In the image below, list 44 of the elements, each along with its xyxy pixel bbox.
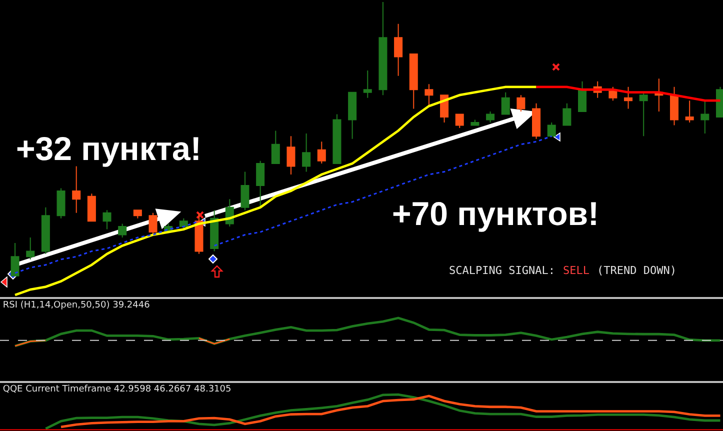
candlestick: [455, 114, 464, 128]
candlestick: [286, 136, 296, 176]
annotation: SCALPING SIGNAL:: [449, 264, 555, 277]
chart-title: RSI (H1,14,Open,50,50) 39.2446: [2, 300, 150, 310]
candlestick: [409, 54, 418, 110]
candlestick: [87, 193, 96, 222]
chart-title: QQE Current Timeframe 42.9598 46.2667 48.3105: [2, 384, 232, 394]
annotation: SELL: [563, 264, 590, 277]
annotation: (TREND DOWN): [597, 264, 676, 277]
candlestick: [501, 92, 510, 115]
candlestick: [578, 80, 587, 112]
candlestick: [317, 141, 326, 164]
candlestick: [210, 210, 219, 252]
candlestick: [256, 160, 265, 208]
candlestick: [363, 70, 372, 98]
candlestick: [332, 114, 342, 164]
candlestick: [716, 86, 723, 118]
candlestick: [348, 92, 357, 140]
annotation: +32 пункта!: [16, 130, 202, 167]
candlestick: [41, 206, 50, 254]
candlestick: [486, 111, 495, 123]
candlestick: [639, 92, 648, 137]
candlestick: [56, 188, 66, 219]
candlestick: [240, 171, 250, 211]
candlestick: [72, 166, 81, 214]
candlestick: [133, 210, 142, 219]
candlestick: [26, 237, 35, 260]
candlestick: [271, 130, 280, 164]
candlestick: [624, 86, 633, 110]
candlestick: [118, 223, 127, 238]
candlestick: [547, 122, 556, 137]
candlestick: [102, 210, 112, 230]
candlestick: [562, 102, 572, 126]
candlestick: [685, 100, 694, 123]
candlestick: [424, 84, 434, 107]
candlestick: [394, 23, 403, 76]
annotation: +70 пунктов!: [392, 195, 600, 232]
candlestick: [670, 86, 678, 126]
candlestick: [532, 102, 541, 140]
candlestick: [700, 100, 710, 134]
candlestick: [516, 94, 526, 112]
candlestick: [148, 212, 158, 236]
candlestick: [378, 2, 388, 96]
candlestick: [302, 132, 311, 172]
